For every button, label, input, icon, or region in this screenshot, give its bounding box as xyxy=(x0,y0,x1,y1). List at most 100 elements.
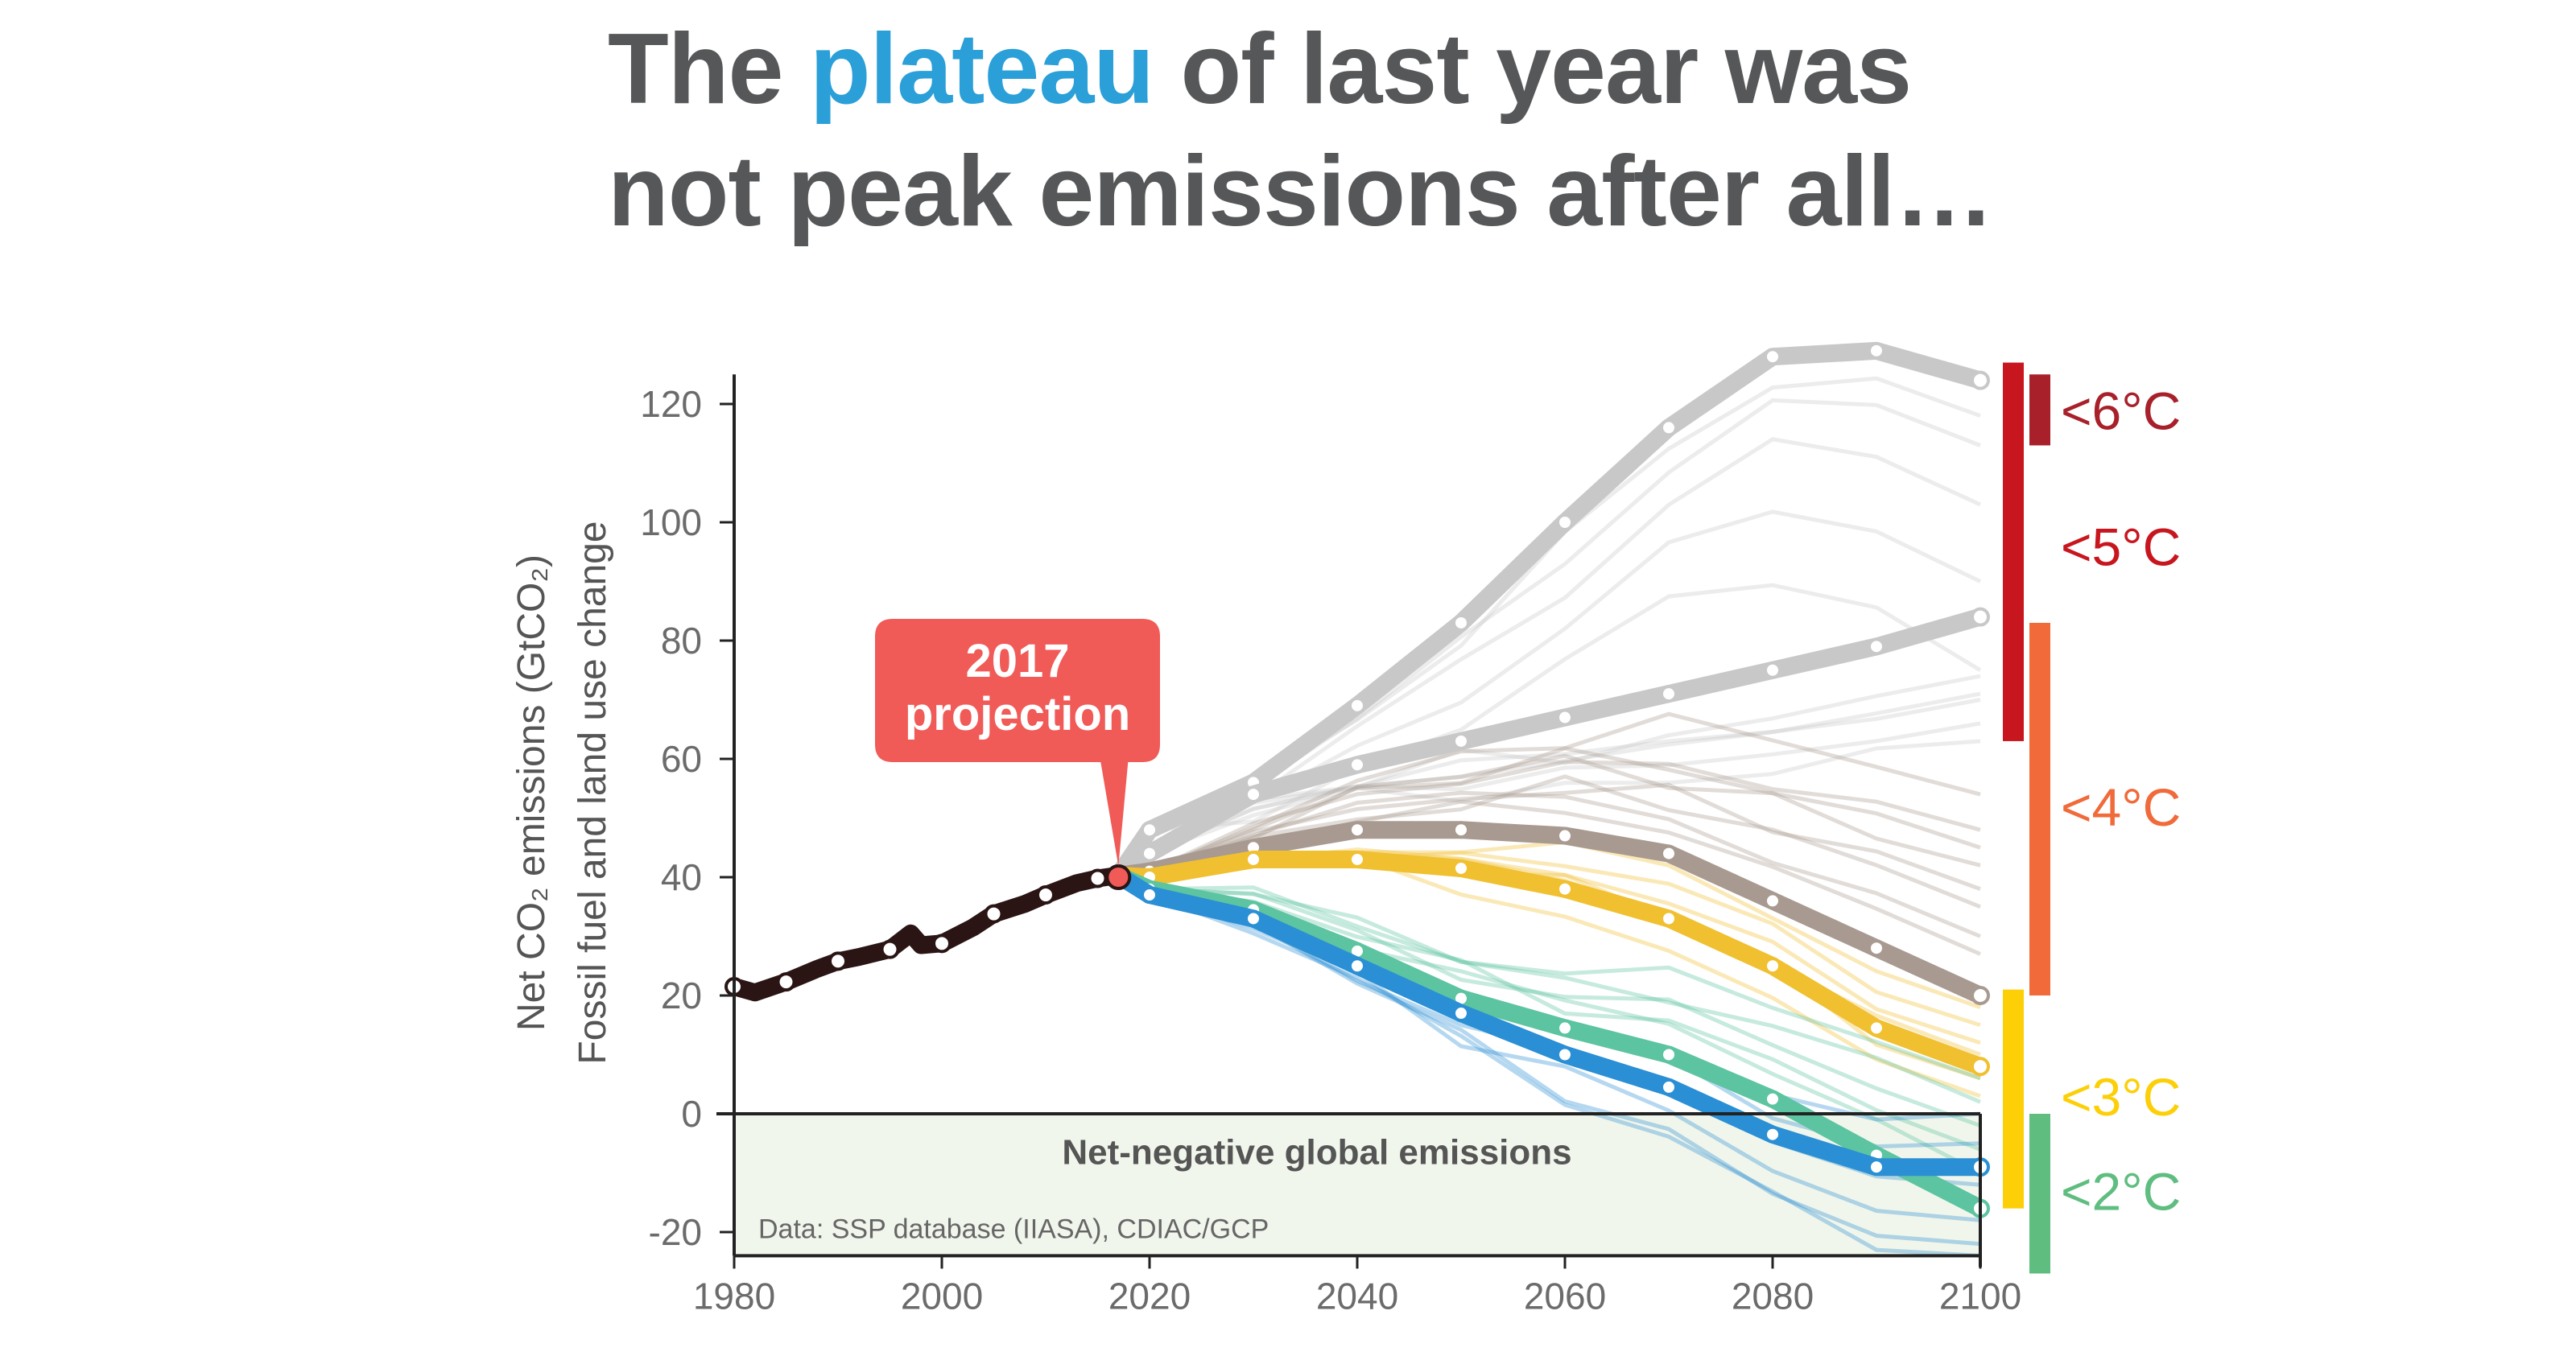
historical-point xyxy=(828,951,848,971)
data-point xyxy=(1556,826,1574,845)
historical-point xyxy=(1036,885,1055,905)
data-point xyxy=(1245,850,1262,868)
y-tick-label: 100 xyxy=(640,501,702,543)
y-axis-label: Net CO₂ emissions (GtCO₂) Fossil fuel an… xyxy=(510,521,614,1064)
data-point xyxy=(1556,1045,1574,1064)
callout-year: 2017 xyxy=(965,635,1069,687)
x-tick-label: 2000 xyxy=(901,1275,983,1317)
data-point xyxy=(1452,1004,1470,1023)
data-point xyxy=(1971,986,1990,1005)
scenario-line xyxy=(1109,851,1989,1076)
ensemble-line xyxy=(1149,711,1981,874)
ensemble-line xyxy=(1149,583,1982,832)
data-point xyxy=(1764,348,1781,366)
ensemble-line xyxy=(1148,698,1981,855)
projection-callout: 2017 projection xyxy=(875,619,1160,866)
data-point xyxy=(1141,821,1158,839)
projection-2017-point xyxy=(1105,864,1132,890)
y-axis-label-line-1: Net CO₂ emissions (GtCO₂) xyxy=(510,554,553,1031)
ensemble-line xyxy=(1149,782,1981,892)
data-point xyxy=(1764,661,1781,679)
data-point xyxy=(1868,1158,1885,1177)
data-point xyxy=(1660,909,1678,928)
data-point xyxy=(1660,685,1678,703)
historical-point xyxy=(984,904,1004,924)
temperature-label: <4°C xyxy=(2061,777,2181,837)
data-point xyxy=(1971,370,1990,390)
scenario-lines xyxy=(724,341,1990,1218)
y-tick-label: 60 xyxy=(661,738,702,780)
ensemble-line xyxy=(1149,885,1981,1081)
temperature-legend: <6°C <5°C <4°C <3°C <2°C xyxy=(2003,362,2181,1274)
y-tick-label: -20 xyxy=(649,1211,702,1253)
data-point xyxy=(1971,1057,1990,1077)
callout-box xyxy=(875,619,1160,866)
y-tick-label: 20 xyxy=(661,975,702,1016)
data-point xyxy=(1141,844,1158,863)
data-point xyxy=(1141,886,1158,905)
data-point xyxy=(1452,821,1470,839)
data-point xyxy=(1348,821,1366,839)
temperature-label: <2°C xyxy=(2061,1162,2181,1222)
title-highlight: plateau xyxy=(809,14,1154,125)
data-point xyxy=(1660,1078,1678,1096)
temperature-label: <5°C xyxy=(2061,517,2181,576)
y-tick-label: 80 xyxy=(661,620,702,662)
y-tick-label: 0 xyxy=(681,1093,702,1135)
data-point xyxy=(1764,957,1781,975)
data-point xyxy=(1452,859,1470,877)
y-axis-label-line-2: Fossil fuel and land use change xyxy=(572,521,614,1064)
data-point xyxy=(1556,513,1574,531)
data-point xyxy=(1764,1090,1781,1108)
x-tick-label: 2040 xyxy=(1316,1275,1398,1317)
historical-point xyxy=(1088,868,1108,888)
data-point xyxy=(1660,418,1678,437)
title-text: of last year was xyxy=(1154,14,1912,125)
chart-title: The plateau of last year was not peak em… xyxy=(608,8,1994,253)
ensemble-line xyxy=(1149,691,1981,855)
title-text: The xyxy=(608,14,810,125)
temperature-label: <3°C xyxy=(2061,1067,2181,1127)
scenario-line xyxy=(1109,341,1989,884)
title-line-2: not peak emissions after all… xyxy=(608,136,1994,247)
historical-point xyxy=(776,972,796,992)
data-point xyxy=(1971,607,1990,627)
x-tick-label: 2020 xyxy=(1108,1275,1191,1317)
y-tick-label: 120 xyxy=(640,383,702,425)
historical-line xyxy=(725,866,1128,1002)
data-point xyxy=(1764,1125,1781,1144)
ensemble-line xyxy=(1148,760,1981,873)
temperature-bar xyxy=(2003,989,2024,1209)
data-point xyxy=(1245,785,1262,804)
data-point xyxy=(1764,892,1781,910)
data-point xyxy=(1868,637,1885,656)
data-point xyxy=(1556,708,1574,727)
data-point xyxy=(1348,957,1366,975)
data-point xyxy=(1348,696,1366,715)
source-note: Data: SSP database (IIASA), CDIAC/GCP xyxy=(758,1214,1269,1244)
y-tick-label: 40 xyxy=(661,856,702,898)
data-point xyxy=(1348,756,1366,774)
scenario-line xyxy=(1109,866,1989,1177)
data-point xyxy=(1868,1019,1885,1037)
x-tick-label: 2100 xyxy=(1939,1275,2021,1317)
data-point xyxy=(1556,880,1574,898)
ensemble-line xyxy=(1149,887,1981,1128)
temperature-bar xyxy=(2029,374,2050,446)
data-point xyxy=(1452,613,1470,632)
x-tick-label: 2080 xyxy=(1732,1275,1814,1317)
ensemble-line xyxy=(1149,739,1981,855)
temperature-label: <6°C xyxy=(2061,381,2181,440)
scenario-line xyxy=(1109,608,1989,884)
ensemble-line xyxy=(1149,753,1981,874)
data-point xyxy=(1868,939,1885,958)
temperature-bar xyxy=(2029,622,2050,995)
ensemble-line xyxy=(1149,892,1981,1258)
x-tick-label: 2060 xyxy=(1524,1275,1606,1317)
data-point xyxy=(1556,1019,1574,1037)
data-point xyxy=(1660,1045,1678,1064)
ensemble-line xyxy=(1149,887,1981,1152)
axes: 120 100 80 60 40 20 0 -20 1980 2000 2020 2040 2060 20… xyxy=(640,374,2021,1317)
ensemble-line xyxy=(1149,746,1981,874)
